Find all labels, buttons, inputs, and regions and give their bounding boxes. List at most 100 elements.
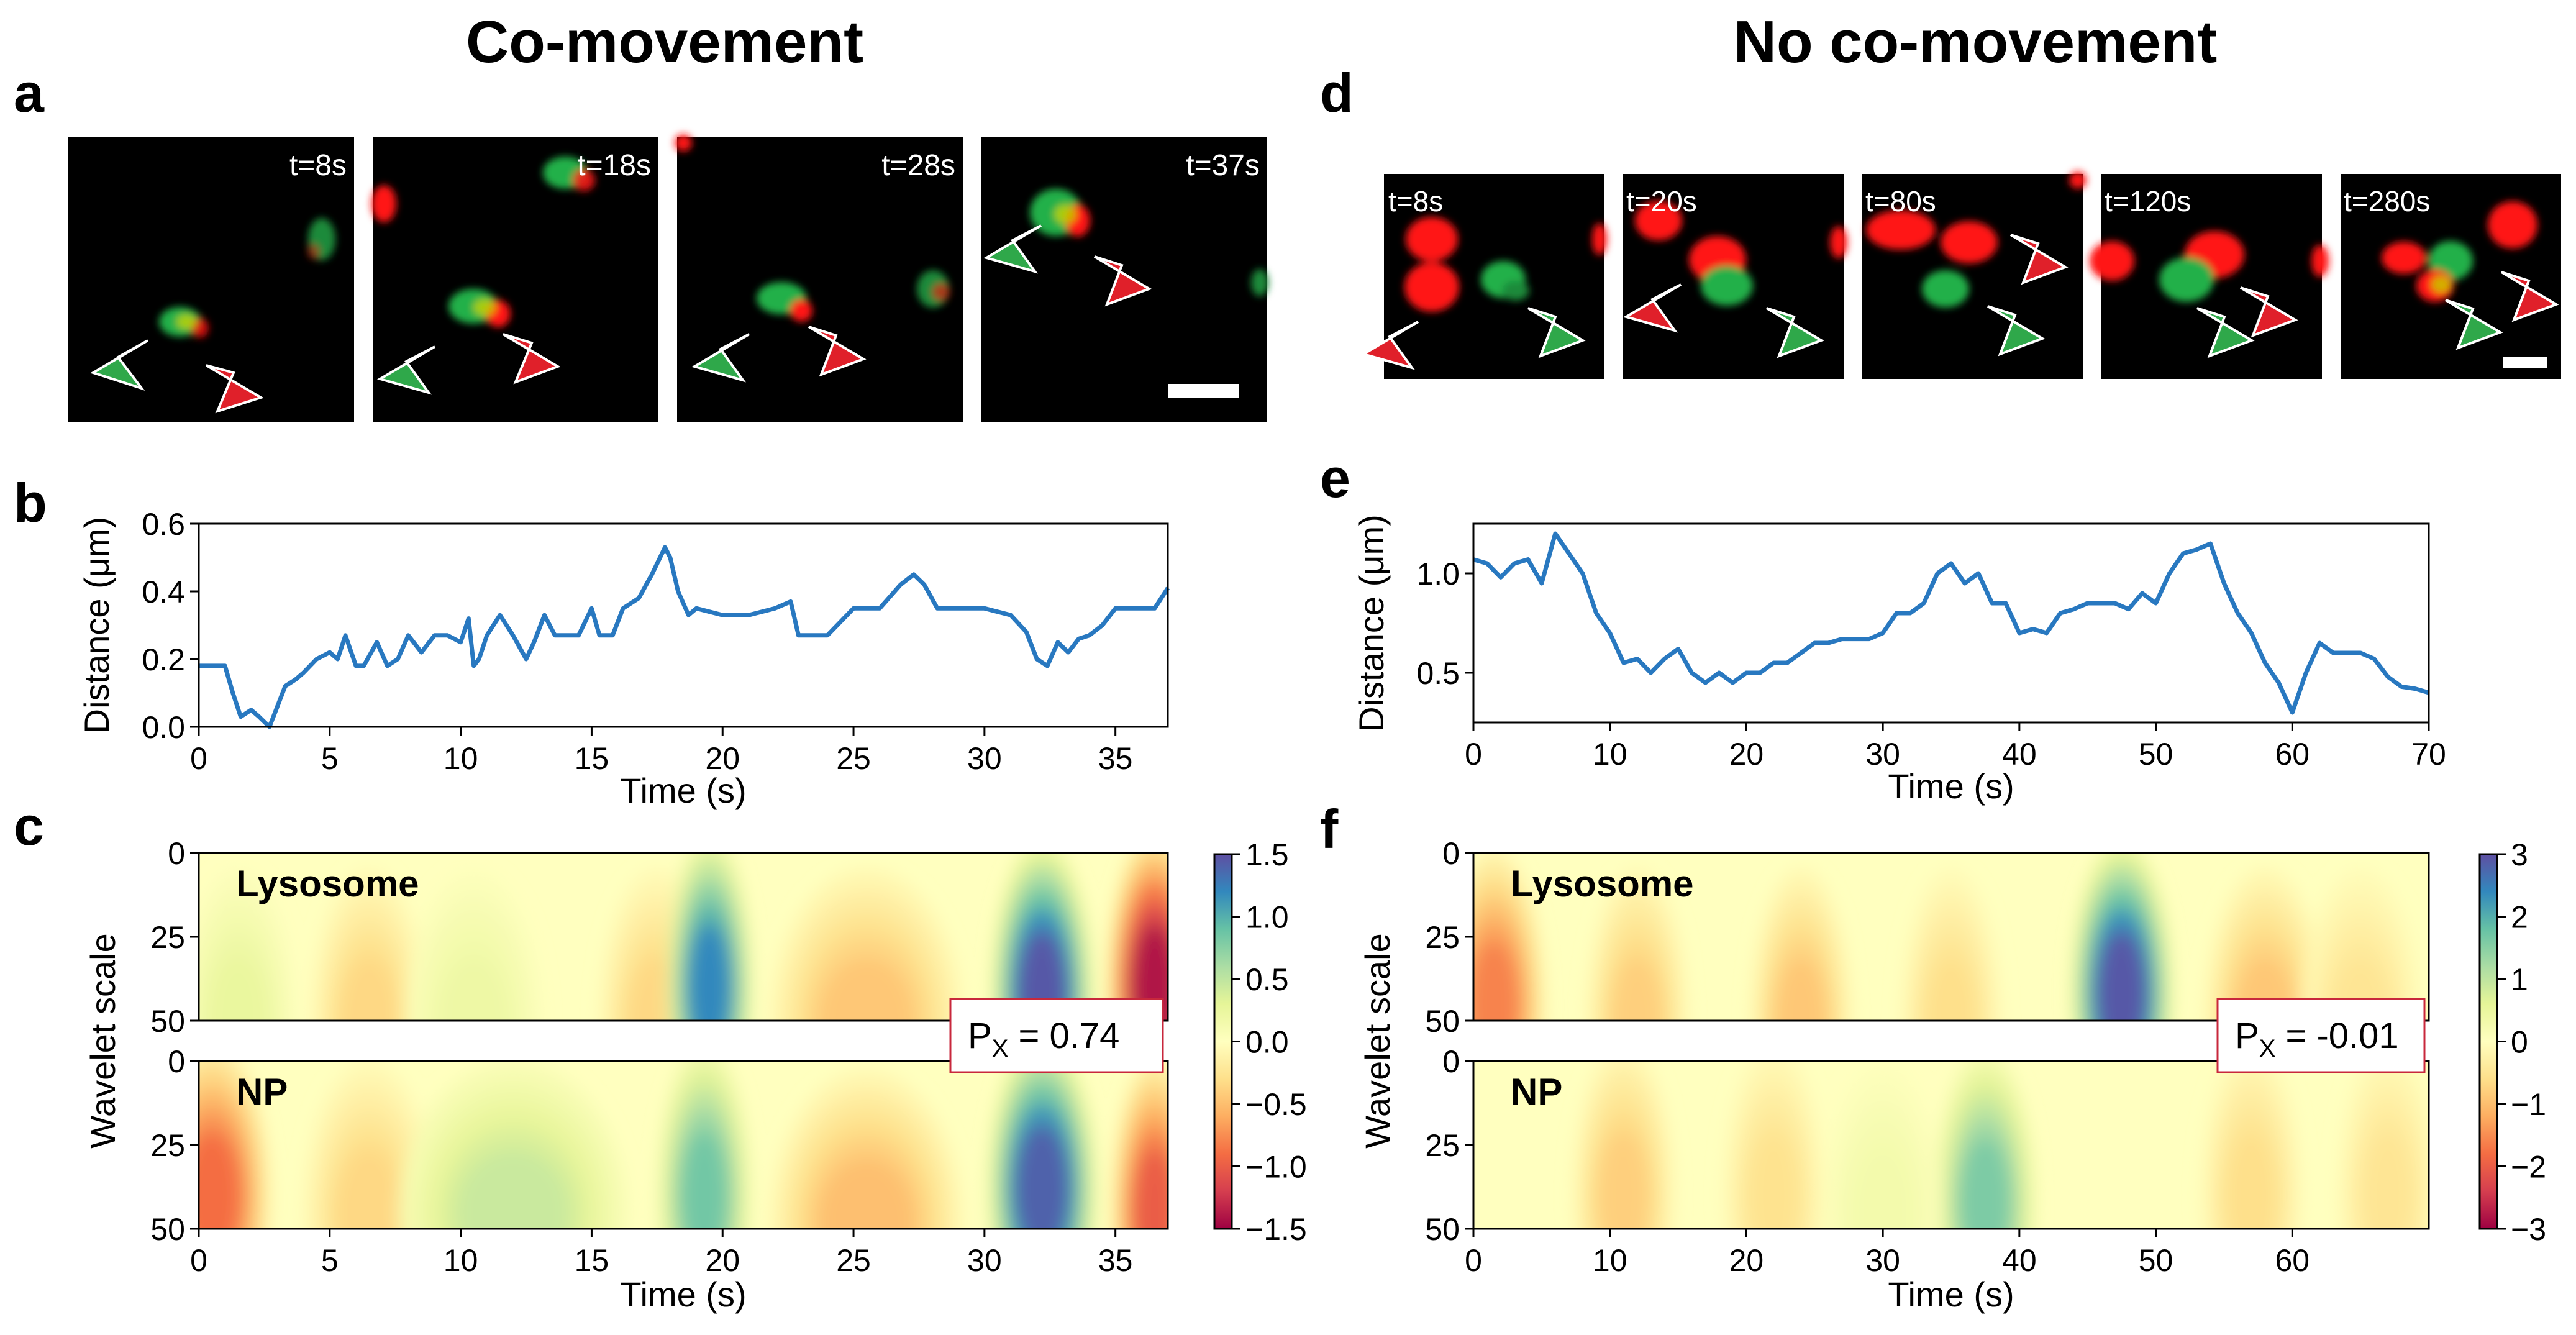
colorbar-tick-label: −1.0 xyxy=(1245,1150,1307,1185)
colorbar xyxy=(1213,853,1233,1230)
plot-frame xyxy=(1472,522,2430,724)
heatmap-row-label: Lysosome xyxy=(236,863,419,904)
micrograph-label: t=20s xyxy=(1626,185,1697,217)
px-annotation: PX = -0.01 xyxy=(2235,1016,2399,1062)
x-tick-label: 15 xyxy=(575,1243,609,1278)
x-tick-label: 70 xyxy=(2411,737,2446,772)
panel-label-a: a xyxy=(14,62,45,124)
x-tick-label: 30 xyxy=(967,1243,1002,1278)
heatmap-blob xyxy=(199,1131,241,1229)
px-annotation-value: = -0.01 xyxy=(2275,1016,2398,1056)
x-tick-label: 5 xyxy=(321,1243,339,1278)
micrograph-d-4: t=120s xyxy=(2090,174,2329,379)
colorbar-tick-label: −1.5 xyxy=(1245,1212,1307,1247)
micrograph-d-2: t=20s xyxy=(1623,174,1847,379)
colorbar xyxy=(2478,853,2498,1230)
px-annotation-box xyxy=(949,998,1164,1073)
y-tick-label: 0 xyxy=(168,1044,185,1079)
micrograph-row-d: t=8s t=20s t=80s xyxy=(1360,171,2561,379)
x-tick-label: 30 xyxy=(1865,1243,1900,1278)
colorbar-tick-label: 1.5 xyxy=(1245,837,1289,872)
colorbar-tick-label: 3 xyxy=(2511,837,2528,872)
colorbar-tick-label: 2 xyxy=(2511,900,2528,935)
heatmap-blob xyxy=(336,1148,402,1229)
x-tick-label: 10 xyxy=(1593,737,1627,772)
x-tick-label: 20 xyxy=(1729,1243,1764,1278)
heatmap-cells xyxy=(199,1061,1168,1229)
panel-label-d: d xyxy=(1320,62,1354,124)
heatmap-blob xyxy=(1131,923,1168,1021)
x-tick-label: 0 xyxy=(190,1243,207,1278)
micrograph-label: t=8s xyxy=(1388,185,1443,217)
px-annotation-sub: X xyxy=(992,1035,1009,1062)
colorbar-tick-label: −3 xyxy=(2511,1212,2546,1247)
y-axis-label: Distance (μm) xyxy=(1352,514,1391,732)
heatmap-blob xyxy=(1015,1124,1069,1229)
title-no-co-movement: No co-movement xyxy=(1734,9,2218,75)
x-tick-label: 30 xyxy=(967,741,1002,776)
heatmap-cells xyxy=(1473,853,2420,1021)
y-tick-label: 1.0 xyxy=(1416,557,1460,591)
heatmap-blob xyxy=(1598,1131,1649,1229)
x-axis-label: Time (s) xyxy=(1888,767,2014,806)
heatmap-blob xyxy=(439,957,509,1021)
x-tick-label: 50 xyxy=(2139,1243,2173,1278)
x-tick-label: 10 xyxy=(444,1243,478,1278)
y-axis-label: Wavelet scale xyxy=(1358,933,1397,1149)
x-tick-label: 40 xyxy=(2002,1243,2037,1278)
heatmap-blob xyxy=(819,1158,915,1229)
x-tick-label: 20 xyxy=(705,741,740,776)
x-tick-label: 10 xyxy=(1593,1243,1627,1278)
px-annotation-base: P xyxy=(968,1016,992,1056)
px-annotation: PX = 0.74 xyxy=(968,1016,1119,1062)
micrograph-label: t=280s xyxy=(2344,185,2430,217)
distance-chart-b: 0 5 10 15 20 25 30 35 0.0 0.2 0.4 0.6 Time (s) Distan… xyxy=(77,507,1170,810)
x-tick-label: 25 xyxy=(836,741,871,776)
micrograph-label: t=80s xyxy=(1865,185,1936,217)
y-tick-label: 50 xyxy=(1425,1004,1460,1039)
x-tick-label: 35 xyxy=(1098,1243,1133,1278)
y-tick-label: 0.5 xyxy=(1416,656,1460,691)
heatmap-row-label: NP xyxy=(1511,1071,1562,1113)
x-tick-label: 60 xyxy=(2275,737,2310,772)
heatmap-cells xyxy=(199,853,1168,1021)
heatmap-blob xyxy=(2362,1131,2413,1229)
panel-label-e: e xyxy=(1320,447,1350,509)
heatmap-blur-layer xyxy=(1574,1061,2429,1229)
x-tick-label: 60 xyxy=(2275,1243,2310,1278)
micrograph-d-1: t=8s xyxy=(1360,174,1607,379)
x-tick-label: 40 xyxy=(2002,737,2037,772)
heatmap-blob xyxy=(1134,1148,1168,1229)
heatmap-row-label: Lysosome xyxy=(1511,863,1694,904)
micrograph-label: t=28s xyxy=(881,149,955,182)
y-tick-label: 50 xyxy=(1425,1212,1460,1247)
x-axis-label: Time (s) xyxy=(620,1275,746,1314)
y-tick-label: 50 xyxy=(150,1212,185,1247)
micrograph-label: t=120s xyxy=(2105,185,2191,217)
heatmap-blob xyxy=(1473,940,1519,1021)
heatmap-blur-layer xyxy=(199,1061,1168,1229)
micrograph-a-4: t=37s xyxy=(981,137,1268,422)
heatmap-blob xyxy=(2096,930,2147,1021)
micrograph-d-5: t=280s xyxy=(2341,174,2561,379)
y-axis-label: Distance (μm) xyxy=(77,517,116,734)
title-co-movement: Co-movement xyxy=(466,9,863,75)
x-tick-label: 20 xyxy=(1729,737,1764,772)
y-tick-label: 25 xyxy=(150,920,185,955)
x-tick-label: 25 xyxy=(836,1243,871,1278)
heatmap-blob xyxy=(2226,1131,2277,1229)
y-tick-label: 0.2 xyxy=(142,642,185,677)
colorbar-tick-label: −1 xyxy=(2511,1087,2546,1122)
micrograph-a-3: t=28s xyxy=(675,134,963,422)
heatmap-blob xyxy=(1612,957,1662,1021)
micrograph-d-3: t=80s xyxy=(1862,171,2087,379)
panel-label-b: b xyxy=(14,472,47,534)
micrograph-a-2: t=18s xyxy=(371,137,658,422)
y-tick-label: 0.4 xyxy=(142,575,185,609)
heatmap-blur-layer xyxy=(199,853,1168,1021)
x-tick-label: 15 xyxy=(575,741,609,776)
heatmap-blob xyxy=(340,957,398,1021)
x-tick-label: 20 xyxy=(705,1243,740,1278)
